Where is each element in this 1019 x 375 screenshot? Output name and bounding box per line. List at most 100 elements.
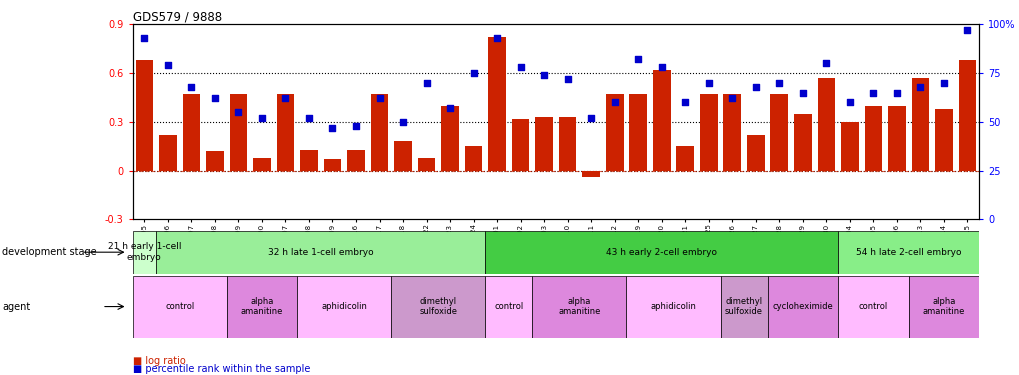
Bar bbox=[229, 94, 247, 171]
Text: alpha
amanitine: alpha amanitine bbox=[557, 297, 600, 316]
Text: GDS579 / 9888: GDS579 / 9888 bbox=[132, 10, 221, 23]
Bar bbox=[136, 60, 153, 171]
Bar bbox=[253, 158, 270, 171]
Bar bbox=[841, 122, 858, 171]
Bar bbox=[793, 114, 811, 171]
Point bbox=[347, 123, 364, 129]
Bar bbox=[488, 38, 505, 171]
Text: 43 h early 2-cell embryo: 43 h early 2-cell embryo bbox=[605, 248, 716, 256]
Point bbox=[465, 70, 481, 76]
Bar bbox=[159, 135, 176, 171]
Point bbox=[512, 64, 528, 70]
Bar bbox=[626, 276, 719, 338]
Point bbox=[606, 99, 623, 105]
Bar bbox=[746, 135, 764, 171]
Bar bbox=[558, 117, 576, 171]
Point bbox=[371, 96, 387, 102]
Bar bbox=[441, 106, 459, 171]
Text: 21 h early 1-cell
embryo: 21 h early 1-cell embryo bbox=[107, 243, 181, 262]
Point bbox=[794, 90, 810, 96]
Text: cycloheximide: cycloheximide bbox=[771, 302, 833, 311]
Bar bbox=[605, 94, 623, 171]
Text: ■ log ratio: ■ log ratio bbox=[132, 356, 185, 366]
Bar bbox=[512, 118, 529, 171]
Point bbox=[441, 105, 458, 111]
Bar bbox=[582, 171, 599, 177]
Text: alpha
amanitine: alpha amanitine bbox=[922, 297, 964, 316]
Bar bbox=[485, 231, 838, 274]
Bar bbox=[652, 70, 669, 171]
Bar bbox=[297, 276, 391, 338]
Bar bbox=[182, 94, 200, 171]
Point bbox=[723, 96, 740, 102]
Text: aphidicolin: aphidicolin bbox=[321, 302, 367, 311]
Point bbox=[137, 35, 153, 41]
Point bbox=[488, 35, 504, 41]
Bar bbox=[838, 231, 978, 274]
Point bbox=[207, 96, 223, 102]
Point bbox=[700, 80, 716, 86]
Bar bbox=[393, 141, 412, 171]
Point bbox=[277, 96, 293, 102]
Point bbox=[653, 64, 669, 70]
Bar bbox=[911, 78, 928, 171]
Bar bbox=[676, 146, 693, 171]
Point bbox=[418, 80, 434, 86]
Bar bbox=[908, 276, 978, 338]
Bar bbox=[766, 276, 838, 338]
Point bbox=[535, 72, 551, 78]
Point bbox=[911, 84, 927, 90]
Bar bbox=[838, 276, 908, 338]
Point bbox=[301, 115, 317, 121]
Bar bbox=[699, 94, 717, 171]
Text: alpha
amanitine: alpha amanitine bbox=[240, 297, 283, 316]
Bar bbox=[864, 106, 881, 171]
Point bbox=[183, 84, 200, 90]
Point bbox=[747, 84, 763, 90]
Text: control: control bbox=[858, 302, 888, 311]
Bar bbox=[226, 276, 297, 338]
Bar bbox=[391, 276, 485, 338]
Point bbox=[230, 109, 247, 115]
Bar bbox=[300, 150, 318, 171]
Point bbox=[160, 62, 176, 68]
Bar bbox=[132, 231, 156, 274]
Text: aphidicolin: aphidicolin bbox=[650, 302, 696, 311]
Point bbox=[394, 119, 411, 125]
Bar bbox=[719, 276, 766, 338]
Bar bbox=[465, 146, 482, 171]
Point bbox=[934, 80, 951, 86]
Bar bbox=[323, 159, 341, 171]
Point bbox=[677, 99, 693, 105]
Point bbox=[254, 115, 270, 121]
Point bbox=[864, 90, 880, 96]
Text: control: control bbox=[165, 302, 194, 311]
Bar bbox=[816, 78, 835, 171]
Bar bbox=[485, 276, 532, 338]
Point bbox=[817, 60, 834, 66]
Bar bbox=[206, 151, 223, 171]
Bar bbox=[156, 231, 485, 274]
Text: development stage: development stage bbox=[2, 247, 97, 257]
Bar bbox=[532, 276, 626, 338]
Bar bbox=[958, 60, 975, 171]
Text: agent: agent bbox=[2, 302, 31, 312]
Bar bbox=[722, 94, 741, 171]
Bar bbox=[132, 276, 226, 338]
Bar bbox=[276, 94, 294, 171]
Text: 54 h late 2-cell embryo: 54 h late 2-cell embryo bbox=[855, 248, 961, 256]
Text: dimethyl
sulfoxide: dimethyl sulfoxide bbox=[419, 297, 457, 316]
Bar bbox=[769, 94, 788, 171]
Point bbox=[583, 115, 599, 121]
Bar bbox=[934, 109, 952, 171]
Bar bbox=[418, 158, 435, 171]
Point bbox=[770, 80, 787, 86]
Bar bbox=[535, 117, 552, 171]
Bar bbox=[629, 94, 646, 171]
Text: ■ percentile rank within the sample: ■ percentile rank within the sample bbox=[132, 364, 310, 374]
Bar bbox=[888, 106, 905, 171]
Point bbox=[888, 90, 904, 96]
Text: dimethyl
sulfoxide: dimethyl sulfoxide bbox=[725, 297, 762, 316]
Point bbox=[324, 125, 340, 131]
Text: 32 h late 1-cell embryo: 32 h late 1-cell embryo bbox=[268, 248, 373, 256]
